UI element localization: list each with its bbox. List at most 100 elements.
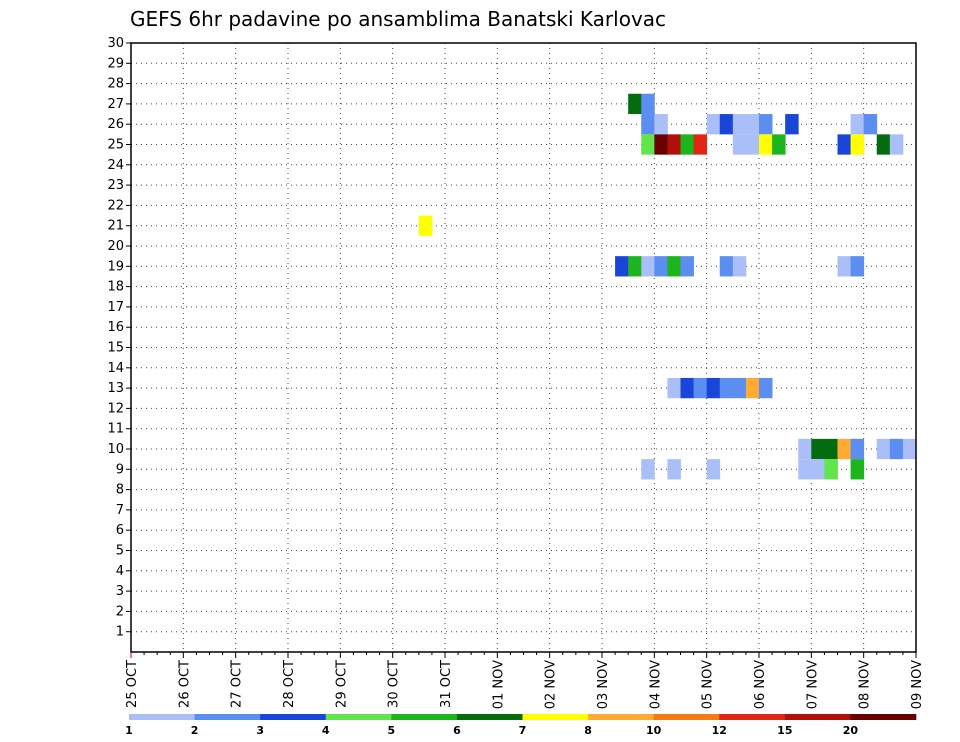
legend-swatch: [260, 714, 327, 720]
x-tick-label: 28 OCT: [282, 660, 297, 708]
y-tick-label: 2: [116, 604, 124, 619]
heatmap-cell: [811, 438, 825, 460]
heatmap-cell: [850, 134, 865, 155]
heatmap-cell: [876, 438, 891, 460]
heatmap-cell: [418, 215, 433, 236]
heatmap-cell: [667, 459, 681, 480]
heatmap-cell: [759, 114, 773, 135]
heatmap-cell: [680, 377, 694, 399]
heatmap-cell: [615, 256, 629, 277]
heatmap-cell: [693, 377, 708, 399]
heatmap-cell: [732, 134, 747, 155]
heatmap-cell: [732, 256, 747, 277]
heatmap-cell: [628, 93, 642, 115]
x-tick-label: 25 OCT: [125, 660, 140, 708]
x-tick-label: 01 NOV: [491, 660, 506, 709]
y-tick-label: 16: [107, 320, 124, 335]
y-tick-label: 12: [107, 401, 124, 416]
y-tick-label: 15: [107, 341, 124, 356]
heatmap-cell: [798, 438, 812, 460]
heatmap-cell: [667, 377, 681, 399]
heatmap-cell: [902, 438, 917, 460]
heatmap-cell: [654, 134, 668, 155]
y-tick-label: 14: [107, 361, 124, 376]
heatmap-cell: [837, 134, 851, 155]
heatmap-cell: [706, 114, 721, 135]
heatmap-cell: [641, 459, 655, 480]
heatmap-cell: [732, 114, 747, 135]
heatmap-cell: [667, 256, 681, 277]
heatmap-cell: [680, 256, 694, 277]
legend-label: 2: [191, 724, 199, 737]
heatmap-cell: [850, 114, 865, 135]
y-tick-label: 5: [116, 544, 124, 559]
y-tick-label: 30: [107, 36, 124, 51]
y-tick-label: 3: [116, 584, 124, 599]
y-tick-label: 4: [116, 564, 124, 579]
heatmap-cell: [641, 256, 655, 277]
heatmap-cell: [719, 114, 734, 135]
heatmap-cell: [641, 134, 655, 155]
heatmap-cell: [850, 459, 865, 480]
heatmap-cell: [693, 134, 708, 155]
legend-label: 12: [712, 724, 727, 737]
x-tick-label: 03 NOV: [596, 660, 611, 709]
heatmap-cell: [850, 438, 865, 460]
y-tick-label: 1: [116, 625, 124, 640]
heatmap-cell: [628, 256, 642, 277]
heatmap-cell: [641, 93, 655, 115]
y-tick-label: 28: [107, 77, 124, 92]
grid: [131, 43, 916, 652]
y-tick-label: 7: [116, 503, 124, 518]
x-tick-label: 05 NOV: [701, 660, 716, 709]
legend-label: 6: [453, 724, 461, 737]
heatmap-cell: [745, 134, 760, 155]
heatmap-cell: [759, 134, 773, 155]
x-tick-label: 06 NOV: [753, 660, 768, 709]
heatmap-cell: [889, 134, 904, 155]
color-legend: 1 2 3 4 5 6 7 8 10 12 15 20: [125, 714, 917, 737]
y-tick-label: 20: [107, 239, 124, 254]
heatmap-cell: [811, 459, 825, 480]
axes: 1234567891011121314151617181920212223242…: [107, 36, 925, 709]
legend-swatch: [719, 714, 786, 720]
y-tick-label: 25: [107, 138, 124, 153]
heatmap-cell: [863, 114, 878, 135]
legend-label: 4: [322, 724, 330, 737]
legend-label: 8: [584, 724, 592, 737]
legend-label: 5: [388, 724, 396, 737]
x-tick-label: 04 NOV: [648, 660, 663, 709]
heatmap-cell: [837, 256, 851, 277]
heatmap-cell: [667, 134, 681, 155]
heatmap-cell: [772, 134, 786, 155]
legend-swatch: [456, 714, 523, 720]
x-tick-label: 09 NOV: [910, 660, 925, 709]
heatmap-cells: [418, 93, 917, 480]
legend-label: 20: [843, 724, 859, 737]
legend-label: 7: [519, 724, 527, 737]
y-tick-label: 6: [116, 523, 124, 538]
y-tick-label: 13: [107, 381, 124, 396]
heatmap-cell: [654, 256, 668, 277]
heatmap-cell: [798, 459, 812, 480]
legend-swatch: [391, 714, 458, 720]
y-tick-label: 19: [107, 259, 124, 274]
y-tick-label: 26: [107, 117, 124, 132]
x-tick-label: 31 OCT: [439, 660, 454, 708]
y-tick-label: 23: [107, 178, 124, 193]
heatmap-cell: [785, 114, 799, 135]
x-tick-label: 07 NOV: [805, 660, 820, 709]
legend-label: 1: [125, 724, 133, 737]
heatmap-cell: [876, 134, 891, 155]
legend-swatch: [194, 714, 261, 720]
x-tick-label: 30 OCT: [387, 660, 402, 708]
chart-title: GEFS 6hr padavine po ansamblima Banatski…: [130, 7, 666, 31]
heatmap-cell: [706, 459, 721, 480]
heatmap-cell: [680, 134, 694, 155]
heatmap-cell: [745, 377, 760, 399]
heatmap-cell: [759, 377, 773, 399]
legend-swatch: [522, 714, 589, 720]
y-tick-label: 18: [107, 280, 124, 295]
legend-swatch: [588, 714, 654, 720]
legend-swatch: [325, 714, 392, 720]
